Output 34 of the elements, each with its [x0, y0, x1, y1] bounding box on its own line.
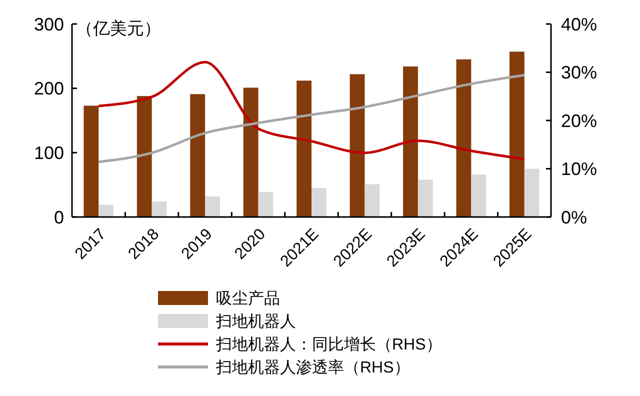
y-tick-label: 0 — [54, 207, 64, 228]
y-tick-label: 300 — [34, 14, 64, 34]
bar — [190, 94, 206, 217]
bar — [258, 192, 274, 217]
legend-label: 扫地机器人：同比增长（RHS） — [215, 336, 442, 354]
bar — [509, 52, 524, 217]
bar — [152, 202, 167, 217]
y2-tick-label: 0% — [561, 207, 588, 228]
bar — [205, 196, 220, 217]
bar — [524, 168, 540, 217]
bar — [456, 59, 472, 217]
bar — [243, 88, 258, 217]
y2-tick-label: 20% — [561, 110, 598, 131]
bar — [136, 96, 152, 217]
bar — [364, 184, 380, 217]
y-tick-label: 100 — [34, 142, 64, 163]
legend-label: 扫地机器人渗透率（RHS） — [215, 358, 410, 377]
bar — [312, 188, 326, 217]
bar — [84, 106, 99, 217]
bar — [418, 180, 433, 217]
y-axis-title: （亿美元） — [76, 18, 161, 38]
bar — [350, 74, 365, 217]
bar — [98, 204, 114, 217]
y-tick-label: 200 — [34, 78, 64, 99]
legend-label: 扫地机器人 — [215, 312, 296, 331]
y2-tick-label: 30% — [561, 62, 598, 83]
line-series — [97, 60, 526, 160]
line-series — [97, 74, 526, 164]
bar — [403, 66, 418, 217]
legend-label: 吸尘产品 — [216, 290, 280, 308]
bar — [471, 174, 486, 217]
y2-tick-label: 40% — [561, 14, 598, 34]
y2-tick-label: 10% — [561, 159, 598, 180]
bar — [296, 80, 312, 217]
